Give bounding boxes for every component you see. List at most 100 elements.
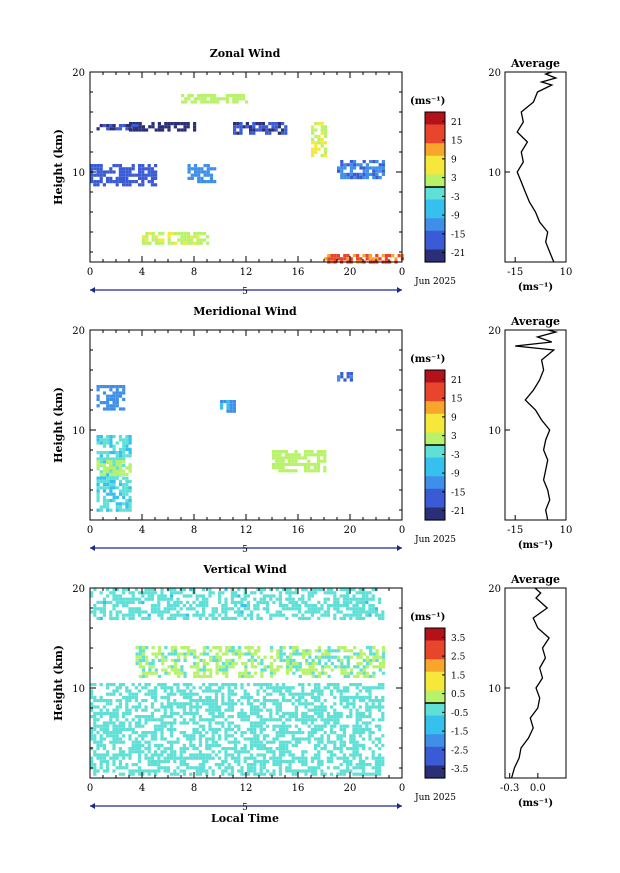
heat-cell xyxy=(340,176,344,180)
heat-cell xyxy=(202,671,206,675)
heat-cell xyxy=(288,769,292,773)
heat-cell xyxy=(224,759,228,763)
heat-cell xyxy=(144,705,148,709)
heat-cell xyxy=(381,652,386,656)
day-marker: 5 xyxy=(242,545,248,555)
heat-cell xyxy=(272,756,276,760)
heat-cell xyxy=(145,646,149,650)
heat-cell xyxy=(343,668,347,672)
heat-cell xyxy=(317,147,321,151)
heat-cell xyxy=(109,683,113,687)
heat-cell xyxy=(288,459,292,463)
heat-cell xyxy=(208,727,212,731)
heat-cell xyxy=(269,708,273,712)
heat-cell xyxy=(362,588,366,592)
heat-cell xyxy=(362,160,366,164)
heat-cell xyxy=(211,718,215,722)
heat-cell xyxy=(343,674,347,678)
heat-cell xyxy=(316,456,320,460)
heat-cell xyxy=(262,597,266,601)
heat-cell xyxy=(202,702,206,706)
heat-cell xyxy=(294,743,298,747)
heat-cell xyxy=(160,734,164,738)
heat-cell xyxy=(327,652,331,656)
heat-cell xyxy=(218,708,222,712)
heat-cell xyxy=(122,469,126,473)
heat-cell xyxy=(233,128,237,132)
heat-cell xyxy=(272,594,276,598)
heat-cell xyxy=(333,708,337,712)
heat-cell xyxy=(99,600,103,604)
heat-cell xyxy=(336,715,340,719)
heat-cell xyxy=(112,492,116,496)
heat-cell xyxy=(358,753,362,757)
heat-cell xyxy=(349,176,353,180)
heat-cell xyxy=(272,453,276,457)
heat-cell xyxy=(198,766,202,770)
heat-cell xyxy=(279,655,283,659)
heat-cell xyxy=(96,483,100,487)
heat-cell xyxy=(349,734,353,738)
heat-cell xyxy=(182,702,186,706)
heat-cell xyxy=(214,699,218,703)
heat-cell xyxy=(144,591,148,595)
heat-cell xyxy=(346,769,350,773)
heat-cell xyxy=(202,718,206,722)
heat-cell xyxy=(233,122,237,126)
heat-cell xyxy=(236,125,240,129)
heat-cell xyxy=(195,721,199,725)
heat-cell xyxy=(374,699,378,703)
heat-cell xyxy=(141,591,145,595)
colorbar-tick-label: -9 xyxy=(451,212,460,222)
heat-cell xyxy=(122,444,126,448)
heat-cell xyxy=(135,662,139,666)
heat-cell xyxy=(362,715,366,719)
heat-cell xyxy=(240,708,244,712)
heat-cell xyxy=(340,166,344,170)
heat-cell xyxy=(118,505,123,509)
heat-cell xyxy=(141,649,146,653)
heat-cell xyxy=(173,727,177,731)
heat-cell xyxy=(227,699,231,703)
heat-cell xyxy=(93,715,97,719)
heat-cell xyxy=(118,170,122,174)
heat-cell xyxy=(138,718,142,722)
heat-cell xyxy=(106,180,110,184)
heat-cell xyxy=(320,702,324,706)
heat-cell xyxy=(211,702,215,706)
heat-cell xyxy=(275,686,279,690)
heat-cell xyxy=(279,652,283,656)
heat-cell xyxy=(220,406,224,410)
heat-cell xyxy=(253,649,258,653)
heat-cell xyxy=(359,655,363,659)
heat-cell xyxy=(227,724,231,728)
heat-cell xyxy=(356,172,360,176)
heat-cell xyxy=(138,655,142,659)
heat-cell xyxy=(96,731,100,735)
heat-cell xyxy=(212,646,216,650)
heat-cell xyxy=(291,604,295,608)
heat-cell xyxy=(337,169,341,173)
heat-cell xyxy=(215,655,219,659)
heat-cell xyxy=(368,591,372,595)
heat-cell xyxy=(190,100,194,104)
heat-cell xyxy=(211,607,215,611)
heat-cell xyxy=(134,769,138,773)
heat-cell xyxy=(150,695,154,699)
heat-cell xyxy=(170,740,174,744)
heat-cell xyxy=(112,466,116,470)
heat-cell xyxy=(311,150,315,154)
heat-cell xyxy=(346,671,350,675)
heat-cell xyxy=(170,753,174,757)
heat-cell xyxy=(112,435,116,439)
heat-cell xyxy=(378,718,382,722)
heat-cell xyxy=(333,695,337,699)
heat-cell xyxy=(291,613,295,617)
heat-cell xyxy=(288,759,292,763)
heat-cell xyxy=(128,724,132,728)
heat-cell xyxy=(154,183,158,187)
heat-cell xyxy=(176,591,180,595)
heat-cell xyxy=(265,125,269,129)
